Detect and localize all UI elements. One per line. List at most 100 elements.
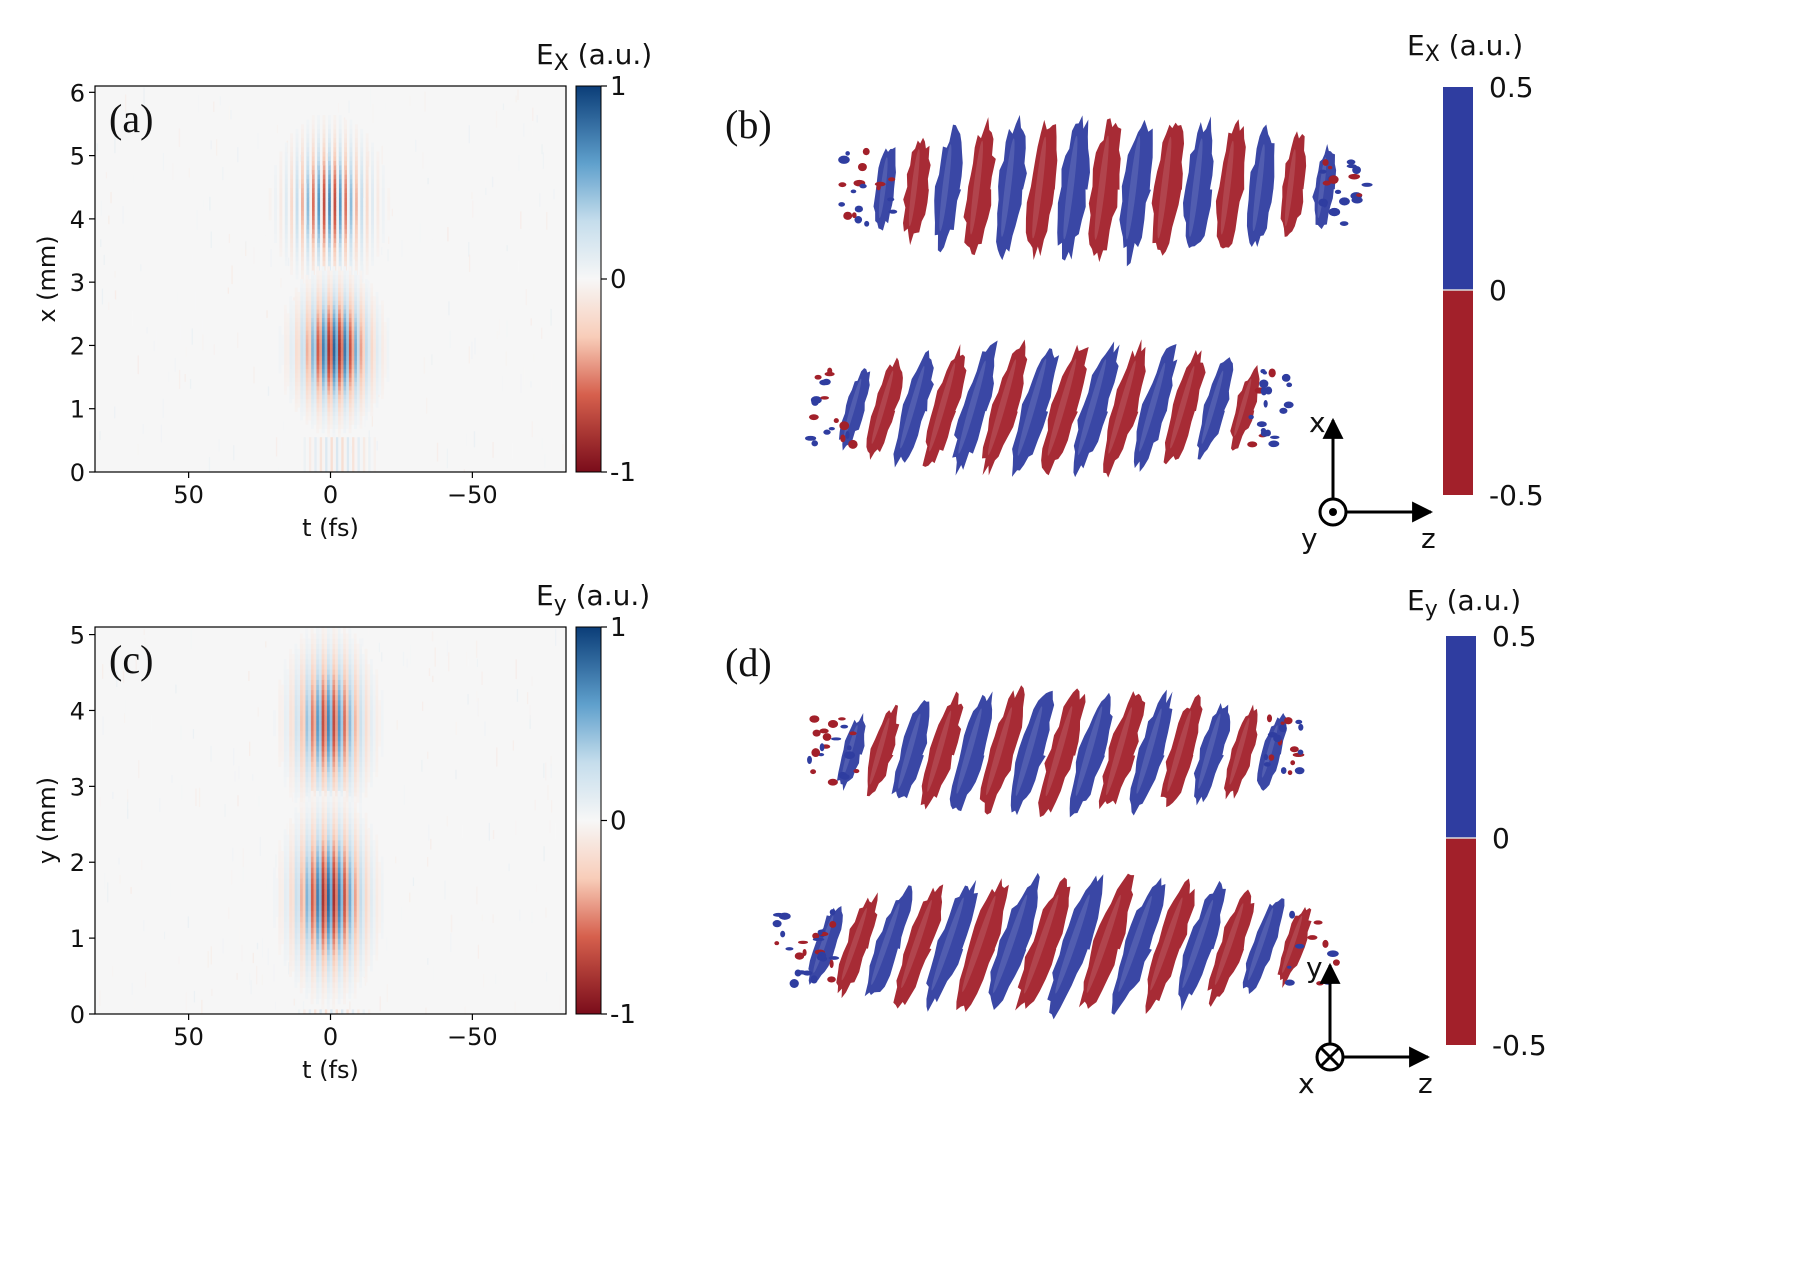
lobe-1-cell xyxy=(279,247,283,253)
lobe-2-cell xyxy=(335,420,339,425)
lobe-2-cell xyxy=(300,373,304,378)
lobe-1-cell xyxy=(316,751,319,757)
lobe-2-cell xyxy=(334,823,338,830)
lobe-1-cell xyxy=(295,238,299,243)
lobe-2-cell xyxy=(316,270,320,276)
lobe-2-cell xyxy=(305,356,309,361)
lobe-2-cell xyxy=(386,326,390,331)
lobe-2-cell xyxy=(310,801,314,808)
lobe-2-cell xyxy=(364,385,368,391)
lobe-1-cell xyxy=(303,183,307,189)
isosurface-fragment xyxy=(838,182,847,188)
isosurface-slab xyxy=(1183,116,1214,249)
lobe-1-cell xyxy=(309,215,312,221)
lobe-1-cell xyxy=(324,792,328,798)
lobe-2-cell xyxy=(340,987,344,994)
lobe-1-cell xyxy=(295,165,299,171)
lobe-1-cell xyxy=(359,792,363,798)
lobe-2-cell xyxy=(383,330,387,335)
lobe-2-cell xyxy=(343,368,347,374)
slab-highlight xyxy=(1077,359,1107,456)
lobe-2-cell xyxy=(340,398,344,404)
background-fringe xyxy=(428,668,431,677)
lobe-2-cell xyxy=(332,347,336,353)
lobe-1-cell xyxy=(326,746,330,752)
y-tick-label: 0 xyxy=(70,459,85,487)
lobe-1-cell xyxy=(313,720,317,726)
lobe-2-cell xyxy=(294,381,298,387)
lobe-1-cell xyxy=(291,659,295,665)
lobe-1-cell xyxy=(305,674,309,680)
lobe-1-cell xyxy=(311,224,315,230)
lobe-1-cell xyxy=(356,792,360,798)
lobe-1-cell xyxy=(299,741,303,747)
lobe-1-cell xyxy=(341,206,345,212)
lobe-2-cell xyxy=(378,347,382,353)
lobe-2-cell xyxy=(327,266,330,271)
lobe-2-cell xyxy=(321,867,325,874)
lobe-2-cell xyxy=(334,905,338,912)
lobe-2-cell xyxy=(380,894,384,901)
lobe-1-cell xyxy=(360,183,364,189)
lobe-1-cell xyxy=(318,689,322,696)
lobe-1-cell xyxy=(289,720,292,726)
lobe-2-cell xyxy=(348,905,352,912)
lobe-1-cell xyxy=(310,715,314,721)
lobe-1-cell xyxy=(286,715,290,721)
lobe-2-cell xyxy=(294,390,298,395)
lobe-2-cell xyxy=(378,326,382,331)
lobe-1-cell xyxy=(381,183,385,189)
lobe-1-cell xyxy=(302,771,306,778)
lobe-2-cell xyxy=(378,317,382,323)
isosurface-slab xyxy=(1312,144,1337,230)
lobe-1-cell xyxy=(291,689,295,696)
lobe-2-cell xyxy=(375,872,379,879)
lobe-2-cell xyxy=(329,851,333,857)
lobe-2-cell xyxy=(342,872,346,879)
lobe-1-cell xyxy=(372,705,376,711)
background-fringe xyxy=(286,823,288,838)
panel-b: (b)0.50-0.5EX (a.u.)xzy xyxy=(725,29,1544,555)
lobe-1-cell xyxy=(365,165,369,171)
lobe-1-cell xyxy=(352,201,356,207)
lobe-1-cell xyxy=(311,260,315,266)
lobe-2-cell xyxy=(335,385,339,391)
lobe-1-cell xyxy=(327,206,331,212)
lobe-2-cell xyxy=(286,321,290,327)
lobe-1-cell xyxy=(322,197,326,202)
lobe-2-cell xyxy=(372,883,376,890)
lobe-2-cell xyxy=(343,334,347,340)
lobe-2-cell xyxy=(353,900,357,906)
lobe-2-cell xyxy=(361,932,365,939)
lobe-2-cell xyxy=(326,894,330,901)
lobe-2-cell xyxy=(340,326,344,331)
isosurface-slab xyxy=(1215,119,1246,249)
lobe-1-cell xyxy=(344,174,348,180)
lobe-2-cell xyxy=(307,932,311,939)
lobe-2-cell xyxy=(340,385,344,391)
lobe-1-cell xyxy=(380,735,384,742)
lobe-1-cell xyxy=(290,251,294,257)
lobe-2-cell xyxy=(362,313,366,318)
lobe-1-cell xyxy=(341,229,345,234)
lobe-1-cell xyxy=(344,147,348,152)
lobe-2-cell xyxy=(343,283,347,289)
lobe-2-cell xyxy=(332,360,336,365)
lobe-2-cell xyxy=(316,883,319,890)
lobe-2-cell xyxy=(332,801,336,808)
lobe-1-cell xyxy=(361,659,365,665)
lobe-2-cell xyxy=(361,872,365,879)
lobe-2-cell xyxy=(359,279,363,284)
lobe-1-cell xyxy=(345,669,349,675)
lobe-1-cell xyxy=(365,151,369,157)
lobe-2-cell xyxy=(297,347,301,353)
lobe-2-cell xyxy=(310,790,314,797)
lobe-2-cell xyxy=(324,326,328,331)
lobe-2-cell xyxy=(313,364,317,370)
lobe-1-cell xyxy=(286,684,290,691)
lobe-2-cell xyxy=(345,420,349,425)
lobe-2-cell xyxy=(335,424,339,429)
lobe-2-cell xyxy=(319,381,322,387)
lobe-2-cell xyxy=(319,334,322,340)
background-fringe xyxy=(245,240,247,250)
